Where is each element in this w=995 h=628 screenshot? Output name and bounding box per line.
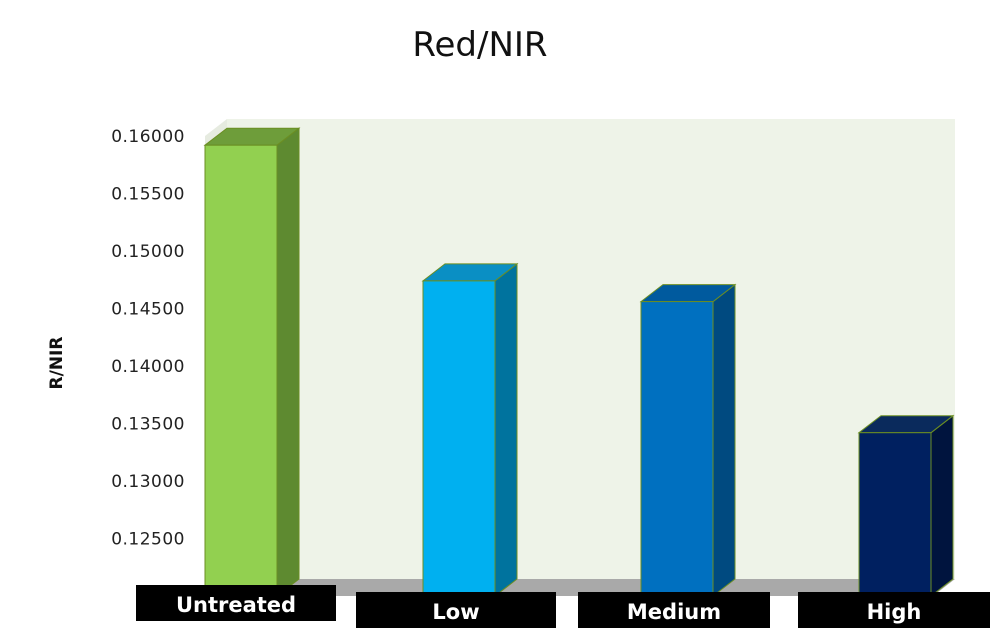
y-tick-label: 0.14500 bbox=[111, 300, 185, 320]
bar-low bbox=[421, 262, 519, 598]
bar-front bbox=[640, 301, 714, 597]
category-label-medium: Medium bbox=[578, 592, 770, 628]
category-label-box bbox=[136, 585, 336, 621]
bar-high bbox=[857, 414, 955, 598]
bar-side bbox=[494, 262, 518, 598]
bar-front bbox=[858, 432, 932, 597]
category-label-high: High bbox=[798, 592, 990, 628]
category-labels: Untreated Low Medium High bbox=[136, 585, 990, 628]
category-label-box bbox=[578, 592, 770, 628]
bar-side bbox=[712, 283, 736, 598]
category-label-text: Untreated bbox=[176, 593, 296, 617]
plot-back-wall bbox=[227, 119, 955, 579]
bar-untreated bbox=[203, 127, 301, 598]
y-tick-label: 0.15500 bbox=[111, 185, 185, 205]
bars bbox=[203, 127, 955, 598]
chart-title: Red/NIR bbox=[412, 25, 547, 65]
category-label-box bbox=[798, 592, 990, 628]
y-tick-label: 0.14000 bbox=[111, 357, 185, 377]
bar-medium bbox=[639, 283, 737, 598]
category-label-text: High bbox=[867, 600, 922, 624]
y-tick-label: 0.13500 bbox=[111, 415, 185, 435]
y-tick-label: 0.13000 bbox=[111, 472, 185, 492]
category-label-untreated: Untreated bbox=[136, 585, 336, 621]
y-tick-label: 0.16000 bbox=[111, 127, 185, 147]
bar-front bbox=[204, 144, 278, 597]
y-axis-ticks: 0.120.125000.130000.135000.140000.145000… bbox=[111, 127, 185, 607]
plot-floor bbox=[205, 579, 955, 596]
category-label-text: Medium bbox=[627, 600, 721, 624]
bar-front bbox=[422, 280, 496, 597]
y-axis-label: R/NIR bbox=[47, 337, 67, 390]
category-label-box bbox=[356, 592, 556, 628]
category-label-text: Low bbox=[432, 600, 479, 624]
category-label-low: Low bbox=[356, 592, 556, 628]
bar-side bbox=[930, 414, 954, 598]
y-tick-label: 0.15000 bbox=[111, 242, 185, 262]
y-tick-label: 0.12500 bbox=[111, 530, 185, 550]
bar-side bbox=[276, 127, 300, 598]
